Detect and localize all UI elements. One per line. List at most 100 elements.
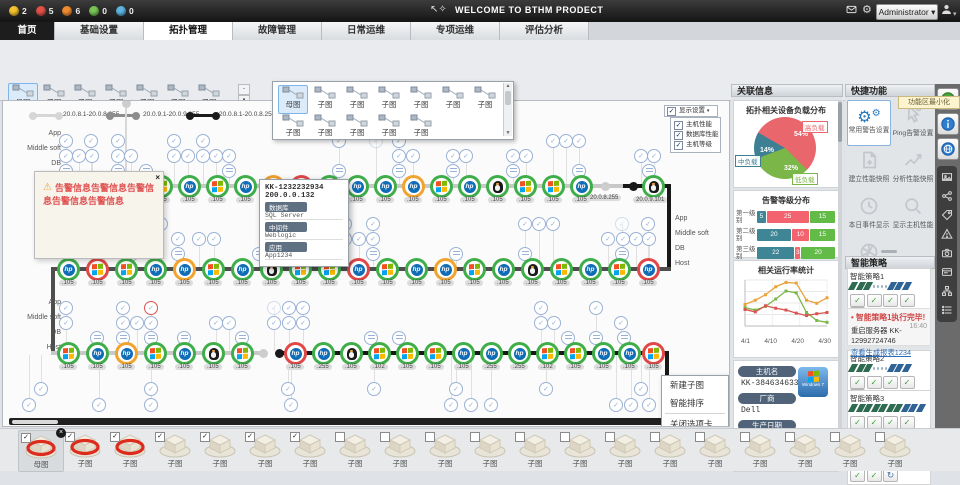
quick-button-显示主机性能[interactable]: 显示主机性能 (891, 192, 935, 238)
host-node[interactable] (536, 342, 559, 365)
quick-button-本日事件显示[interactable]: 本日事件显示 (847, 192, 891, 238)
graph-thumb-子图-18[interactable]: 子图 (828, 430, 872, 470)
service-node[interactable]: ✓ (546, 217, 560, 231)
strategy-check-button[interactable]: ✓ (866, 294, 882, 307)
service-node[interactable]: ✓ (209, 149, 223, 163)
gallery-thumb-子图-1-0[interactable]: 子图 (278, 113, 308, 142)
host-node[interactable]: hp (231, 258, 254, 281)
service-node[interactable]: ✓ (624, 398, 638, 412)
strategy-check-button[interactable]: ✓ (866, 376, 882, 389)
host-node[interactable]: hp (346, 175, 369, 198)
host-node[interactable] (144, 342, 167, 365)
quick-button-分析性能快照[interactable]: 分析性能快照 (891, 146, 935, 192)
user-icon[interactable]: ▾ (940, 3, 957, 18)
service-node[interactable]: ✓ (267, 301, 281, 315)
sidebar-scrollbar[interactable] (838, 100, 842, 468)
gallery-thumb-母图-0-0[interactable]: 母图 (278, 85, 308, 114)
service-node[interactable]: ✓ (601, 232, 615, 246)
hierarchy-icon[interactable] (941, 285, 953, 297)
host-node[interactable]: hp (637, 258, 660, 281)
service-node[interactable]: ✓ (642, 232, 656, 246)
info-icon[interactable] (937, 113, 959, 135)
host-node[interactable] (202, 258, 225, 281)
tab-故障管理[interactable]: 故障管理 (233, 22, 322, 40)
display-option-主机等级[interactable]: ✓ 主机等级 (674, 141, 712, 150)
host-node[interactable]: hp (374, 175, 397, 198)
host-node[interactable] (231, 342, 254, 365)
graph-thumb-子图-9[interactable]: 子图 (423, 430, 467, 470)
graph-thumb-子图-19[interactable]: 子图 (873, 430, 917, 470)
host-node[interactable]: hp (618, 342, 641, 365)
service-node[interactable]: ✓ (367, 382, 381, 396)
graph-thumb-子图-11[interactable]: 子图 (513, 430, 557, 470)
service-node[interactable]: ✓ (641, 217, 655, 231)
graph-thumb-子图-5[interactable]: ✓ 子图 (243, 430, 287, 470)
tab-专项运维[interactable]: 专项运维 (411, 22, 500, 40)
host-node[interactable]: hp (452, 342, 475, 365)
db-node[interactable] (177, 331, 191, 345)
display-settings-toggle[interactable]: ✓ 显示设置 ▾ (664, 105, 718, 117)
strategy-check-button[interactable]: ✓ (883, 294, 898, 307)
display-option-数据库性能[interactable]: ✓ 数据库性能 (674, 131, 719, 140)
service-node[interactable]: ✓ (296, 316, 310, 330)
gallery-scrollbar[interactable]: ▲ ▼ (503, 83, 512, 136)
service-node[interactable]: ✓ (539, 382, 553, 396)
notification-report-link[interactable]: 查看生成报表1234 (851, 348, 912, 357)
tab-日常运维[interactable]: 日常运维 (322, 22, 411, 40)
service-node[interactable]: ✓ (124, 149, 138, 163)
host-node[interactable] (642, 342, 665, 365)
host-node[interactable] (430, 175, 453, 198)
host-node[interactable] (514, 175, 537, 198)
service-node[interactable]: ✓ (181, 149, 195, 163)
thumb-checkbox[interactable] (650, 432, 660, 442)
host-node[interactable] (86, 258, 109, 281)
graph-thumb-子图-2[interactable]: ✓ 子图 (108, 430, 152, 470)
service-node[interactable]: ✓ (196, 134, 210, 148)
host-node[interactable] (608, 258, 631, 281)
service-node[interactable]: ✓ (366, 232, 380, 246)
service-node[interactable]: ✓ (84, 134, 98, 148)
host-node[interactable] (368, 342, 391, 365)
graph-thumb-子图-6[interactable]: ✓ 子图 (288, 430, 332, 470)
thumb-checkbox[interactable] (380, 432, 390, 442)
service-node[interactable]: ✓ (615, 217, 629, 231)
db-node[interactable] (449, 247, 463, 261)
db-node[interactable] (366, 247, 380, 261)
gallery-thumb-子图-1-3[interactable]: 子图 (374, 113, 404, 142)
thumb-checkbox[interactable] (695, 432, 705, 442)
service-node[interactable]: ✓ (589, 301, 603, 315)
db-node[interactable] (235, 331, 249, 345)
service-node[interactable]: ✓ (196, 149, 210, 163)
db-node[interactable] (572, 164, 586, 178)
thumb-checkbox[interactable]: ✓ (65, 432, 75, 442)
graph-thumb-子图-1[interactable]: ✓ 子图 (63, 430, 107, 470)
service-node[interactable]: ✓ (614, 316, 628, 330)
quick-button-常用警告设置[interactable]: ⚙⚙ 常用警告设置 (847, 100, 891, 146)
service-node[interactable]: ✓ (534, 316, 548, 330)
service-node[interactable]: ✓ (546, 134, 560, 148)
graph-thumb-母图-0[interactable]: × ✓ 母图 (18, 428, 66, 472)
service-node[interactable]: ✓ (167, 149, 181, 163)
service-node[interactable]: ✓ (144, 301, 158, 315)
host-node[interactable] (115, 258, 138, 281)
graph-thumb-子图-10[interactable]: 子图 (468, 430, 512, 470)
image-icon[interactable] (941, 171, 953, 183)
service-node[interactable]: ✓ (406, 149, 420, 163)
compass-icon[interactable] (937, 138, 959, 160)
panel-header-quick-functions[interactable]: 快捷功能 (845, 84, 935, 97)
host-node[interactable]: hp (592, 342, 615, 365)
id-card-icon[interactable] (941, 266, 953, 278)
service-node[interactable]: ✓ (459, 149, 473, 163)
thumb-checkbox[interactable]: ✓ (290, 432, 300, 442)
thumb-checkbox[interactable] (875, 432, 885, 442)
alarm-bar-chart[interactable]: 第一级别 5 25 15 第二级别 20 10 15 第三级别 22 3 20 (734, 210, 838, 260)
host-node[interactable]: hp (86, 342, 109, 365)
scrollbar-handle[interactable] (12, 419, 58, 424)
service-node[interactable]: ✓ (144, 316, 158, 330)
host-node[interactable] (542, 175, 565, 198)
service-node[interactable]: ✓ (352, 232, 366, 246)
service-node[interactable]: ✓ (111, 149, 125, 163)
warning-icon[interactable] (941, 228, 953, 240)
host-node[interactable]: hp (144, 258, 167, 281)
administrator-button[interactable]: Administrator ▾ (876, 4, 938, 20)
